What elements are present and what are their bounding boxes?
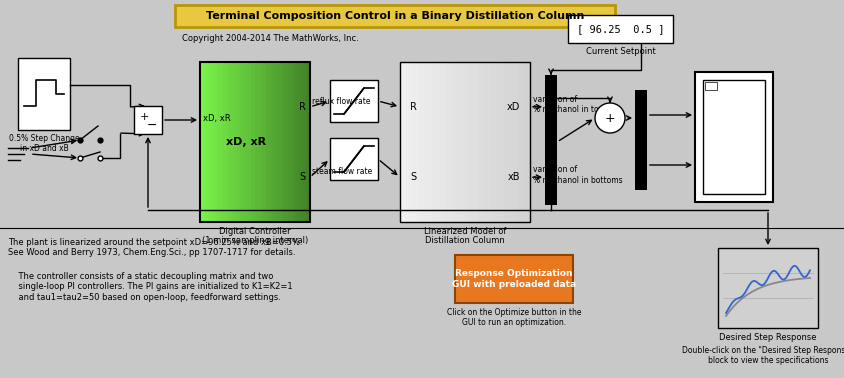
Circle shape bbox=[594, 103, 625, 133]
Text: Current Setpoint: Current Setpoint bbox=[585, 47, 655, 56]
Bar bbox=[306, 62, 310, 222]
Bar bbox=[399, 62, 407, 222]
Bar bbox=[284, 62, 288, 222]
Bar bbox=[218, 62, 222, 222]
Text: R: R bbox=[299, 102, 306, 112]
Bar bbox=[295, 62, 299, 222]
Bar bbox=[255, 62, 259, 222]
Bar bbox=[544, 75, 556, 205]
Bar bbox=[236, 62, 241, 222]
Bar bbox=[233, 62, 237, 222]
Text: variation of
% methanol in tops: variation of % methanol in tops bbox=[533, 95, 607, 114]
Text: S: S bbox=[300, 172, 306, 182]
Bar bbox=[222, 62, 226, 222]
Bar bbox=[478, 62, 484, 222]
Text: variation of
% methanol in bottoms: variation of % methanol in bottoms bbox=[533, 165, 622, 184]
Text: +: + bbox=[604, 112, 614, 124]
Bar bbox=[240, 62, 244, 222]
Bar bbox=[717, 248, 817, 328]
Text: Desired Step Response: Desired Step Response bbox=[718, 333, 816, 342]
Text: xD, xR: xD, xR bbox=[226, 137, 266, 147]
Text: S: S bbox=[409, 172, 415, 182]
Bar bbox=[244, 62, 248, 222]
Bar bbox=[203, 62, 208, 222]
Bar bbox=[330, 80, 377, 122]
Text: Digital Controller: Digital Controller bbox=[219, 227, 290, 236]
Bar bbox=[207, 62, 211, 222]
Bar bbox=[299, 62, 303, 222]
Bar bbox=[445, 62, 452, 222]
Text: (1 min sampling interval): (1 min sampling interval) bbox=[202, 236, 308, 245]
Text: xD: xD bbox=[506, 102, 519, 112]
Text: The plant is linearized around the setpoint xD=96.25% and xB=0.5%.
See Wood and : The plant is linearized around the setpo… bbox=[8, 238, 302, 257]
Text: reflux flow rate: reflux flow rate bbox=[311, 97, 370, 106]
Bar bbox=[247, 62, 252, 222]
Text: Terminal Composition Control in a Binary Distillation Column: Terminal Composition Control in a Binary… bbox=[206, 11, 583, 21]
Bar bbox=[175, 5, 614, 27]
Bar bbox=[200, 62, 310, 222]
Bar bbox=[225, 62, 230, 222]
Bar bbox=[134, 106, 162, 134]
Bar bbox=[262, 62, 266, 222]
Bar bbox=[523, 62, 530, 222]
Text: Response Optimization
GUI with preloaded data: Response Optimization GUI with preloaded… bbox=[452, 269, 576, 289]
Bar bbox=[704, 82, 717, 90]
Bar bbox=[471, 62, 478, 222]
Bar bbox=[413, 62, 419, 222]
Text: −: − bbox=[147, 118, 157, 132]
Bar bbox=[229, 62, 233, 222]
Bar bbox=[18, 58, 70, 130]
Bar bbox=[288, 62, 292, 222]
Bar bbox=[458, 62, 465, 222]
Bar bbox=[439, 62, 446, 222]
Bar bbox=[277, 62, 281, 222]
Bar bbox=[517, 62, 523, 222]
Bar bbox=[399, 62, 529, 222]
Text: xD, xR: xD, xR bbox=[203, 113, 230, 122]
Bar bbox=[432, 62, 439, 222]
Bar bbox=[425, 62, 432, 222]
Bar bbox=[211, 62, 215, 222]
Text: Linearized Model of: Linearized Model of bbox=[424, 227, 506, 236]
Text: Copyright 2004-2014 The MathWorks, Inc.: Copyright 2004-2014 The MathWorks, Inc. bbox=[181, 34, 358, 43]
Text: Double-click on the "Desired Step Response"
block to view the specifications: Double-click on the "Desired Step Respon… bbox=[681, 346, 844, 366]
Text: 0.5% Step Change
in xD and xB: 0.5% Step Change in xD and xB bbox=[8, 134, 79, 153]
Bar bbox=[200, 62, 204, 222]
Text: xB: xB bbox=[507, 172, 519, 182]
Bar bbox=[452, 62, 458, 222]
Text: The controller consists of a static decoupling matrix and two
    single-loop PI: The controller consists of a static deco… bbox=[8, 272, 292, 302]
Text: R: R bbox=[409, 102, 416, 112]
Bar bbox=[702, 80, 764, 194]
Bar bbox=[258, 62, 262, 222]
Bar bbox=[454, 255, 572, 303]
Bar bbox=[273, 62, 277, 222]
Text: Click on the Optimize button in the
GUI to run an optimization.: Click on the Optimize button in the GUI … bbox=[446, 308, 581, 327]
Text: +: + bbox=[139, 112, 149, 122]
Bar bbox=[503, 62, 511, 222]
Bar bbox=[634, 90, 647, 190]
Bar bbox=[497, 62, 504, 222]
Text: [ 96.25  0.5 ]: [ 96.25 0.5 ] bbox=[576, 24, 663, 34]
Bar bbox=[419, 62, 426, 222]
Bar bbox=[330, 138, 377, 180]
Bar bbox=[214, 62, 219, 222]
Bar bbox=[567, 15, 672, 43]
Bar bbox=[280, 62, 284, 222]
Bar bbox=[694, 72, 772, 202]
Bar bbox=[269, 62, 273, 222]
Bar bbox=[510, 62, 517, 222]
Bar bbox=[302, 62, 306, 222]
Text: steam flow rate: steam flow rate bbox=[311, 167, 372, 176]
Bar bbox=[464, 62, 472, 222]
Bar bbox=[266, 62, 270, 222]
Bar bbox=[484, 62, 491, 222]
Text: Distillation Column: Distillation Column bbox=[425, 236, 504, 245]
Bar bbox=[406, 62, 413, 222]
Bar bbox=[251, 62, 255, 222]
Bar bbox=[490, 62, 497, 222]
Bar bbox=[291, 62, 295, 222]
